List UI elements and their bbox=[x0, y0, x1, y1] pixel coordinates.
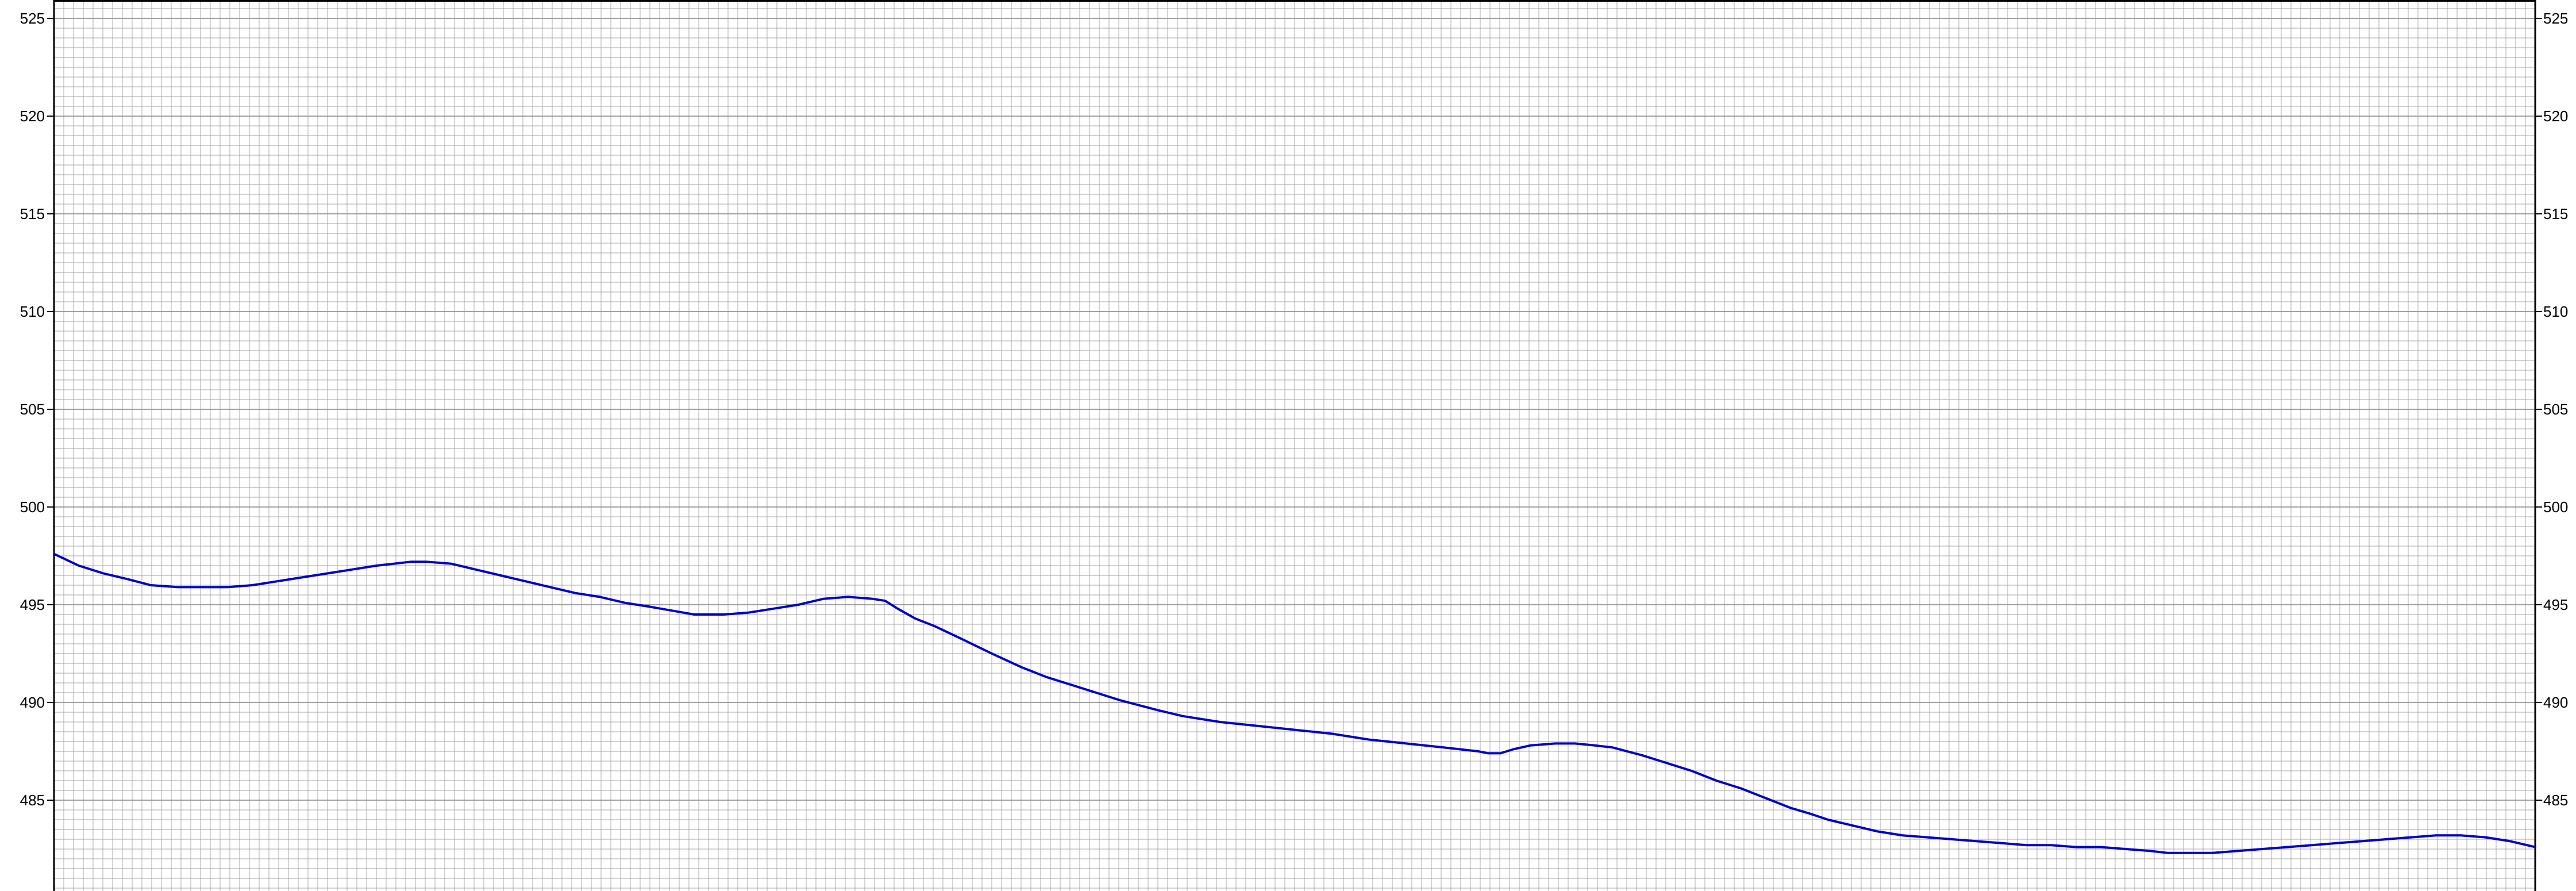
y-tick-label-left: 515 bbox=[20, 205, 45, 222]
y-tick-label-left: 485 bbox=[20, 792, 45, 809]
y-tick-label-right: 515 bbox=[2543, 205, 2568, 222]
y-tick-label-right: 525 bbox=[2543, 10, 2568, 27]
y-tick-label-left: 500 bbox=[20, 498, 45, 516]
y-axis-left-ticks: 485 490 495 500 505 510 515 520 525 bbox=[20, 10, 54, 809]
y-tick-label-right: 510 bbox=[2543, 303, 2568, 320]
y-tick-label-right: 505 bbox=[2543, 401, 2568, 418]
y-tick-label-right: 490 bbox=[2543, 694, 2568, 711]
y-tick-label-right: 500 bbox=[2543, 498, 2568, 516]
y-tick-label-left: 505 bbox=[20, 401, 45, 418]
major-grid bbox=[54, 18, 2535, 801]
y-axis-right-ticks: 485 490 495 500 505 510 515 520 525 bbox=[2535, 10, 2568, 809]
y-tick-label-right: 520 bbox=[2543, 107, 2568, 125]
elevation-series-line bbox=[53, 552, 2536, 854]
series-layer bbox=[53, 552, 2536, 854]
y-tick-label-right: 485 bbox=[2543, 792, 2568, 809]
axes bbox=[53, 0, 2536, 891]
y-tick-label-left: 490 bbox=[20, 694, 45, 711]
y-tick-label-right: 495 bbox=[2543, 596, 2568, 613]
y-tick-label-left: 510 bbox=[20, 303, 45, 320]
y-tick-label-left: 520 bbox=[20, 107, 45, 125]
y-tick-label-left: 495 bbox=[20, 596, 45, 613]
y-tick-label-left: 525 bbox=[20, 10, 45, 27]
